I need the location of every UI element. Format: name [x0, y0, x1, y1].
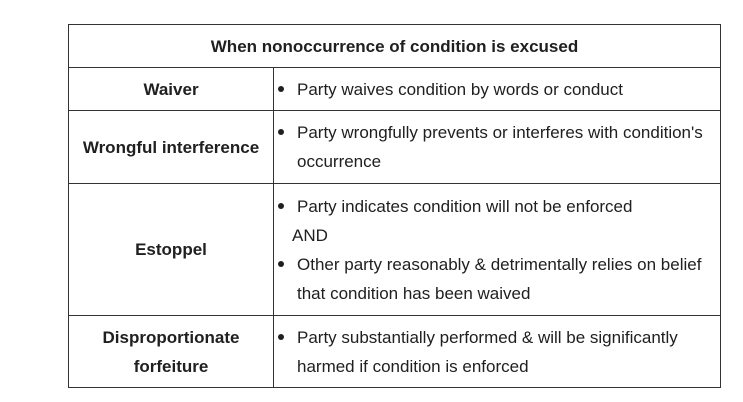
bullet-item: Party waives condition by words or condu…	[274, 75, 720, 104]
bullet-item: Party wrongfully prevents or interferes …	[274, 118, 720, 176]
rule-description: Party waives condition by words or condu…	[273, 67, 721, 111]
rule-label: Estoppel	[68, 183, 274, 316]
rule-label: Waiver	[68, 67, 274, 111]
rule-description: Party substantially performed & will be …	[273, 315, 721, 388]
bullet-item: Party indicates condition will not be en…	[274, 192, 720, 221]
table-row-estoppel: Estoppel Party indicates condition will …	[68, 183, 721, 316]
connector-text: AND	[292, 225, 328, 245]
rule-label: Wrongful interference	[68, 110, 274, 184]
table-title: When nonoccurrence of condition is excus…	[68, 24, 721, 68]
excused-conditions-table: When nonoccurrence of condition is excus…	[68, 24, 721, 388]
rule-description: Party indicates condition will not be en…	[273, 183, 721, 316]
bullet-item: Other party reasonably & detrimentally r…	[274, 250, 720, 308]
table-row-waiver: Waiver Party waives condition by words o…	[68, 67, 721, 111]
bullet-item: Party substantially performed & will be …	[274, 323, 720, 381]
rule-description: Party wrongfully prevents or interferes …	[273, 110, 721, 184]
table-header-row: When nonoccurrence of condition is excus…	[68, 24, 721, 68]
rule-label: Disproportionate forfeiture	[68, 315, 274, 388]
table-row-wrongful-interference: Wrongful interference Party wrongfully p…	[68, 110, 721, 184]
table-row-disproportionate-forfeiture: Disproportionate forfeiture Party substa…	[68, 315, 721, 388]
